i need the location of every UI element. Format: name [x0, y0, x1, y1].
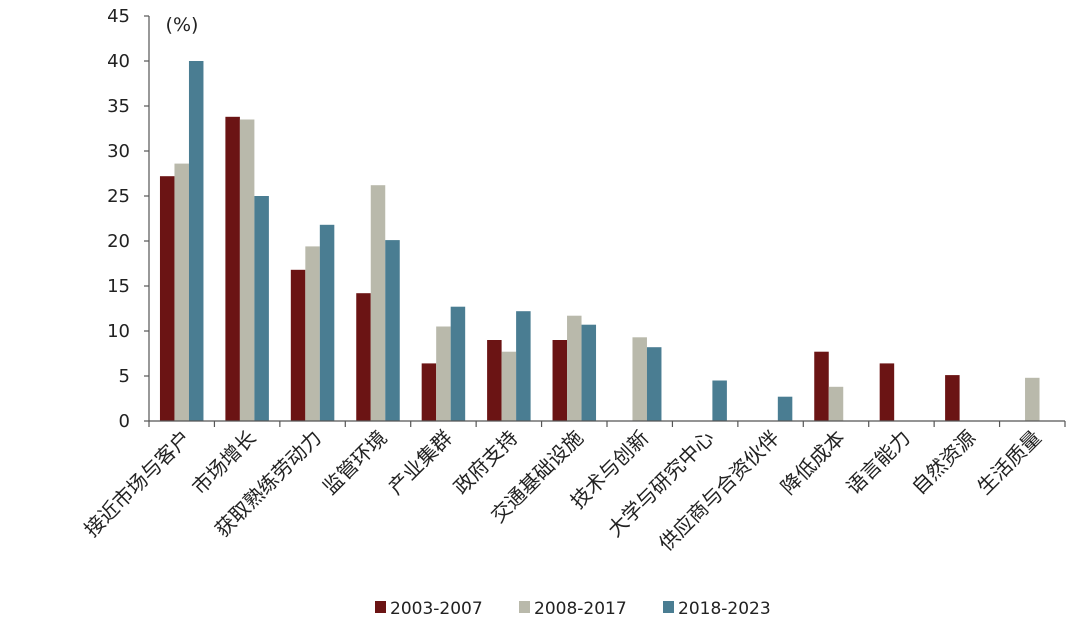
legend-label: 2008-2017: [534, 599, 627, 619]
legend-label: 2003-2007: [390, 599, 483, 619]
y-tick-label: 5: [119, 366, 130, 387]
y-unit-label: (%): [166, 14, 199, 36]
x-axis-ticks: [148, 421, 1066, 427]
bar-2008-2017-5: [436, 326, 451, 421]
bar-2018-2023-5: [450, 306, 466, 421]
bar-2003-2007-4: [356, 293, 371, 421]
legend-swatch-2008-2017: [519, 601, 530, 613]
bar-marks: [159, 61, 1040, 422]
bar-2008-2017-3: [305, 246, 320, 421]
y-tick-label: 10: [107, 321, 130, 342]
category-label: 自然资源: [907, 426, 981, 500]
bar-2018-2023-3: [319, 224, 335, 421]
legend-label: 2018-2023: [678, 599, 771, 619]
category-label: 接近市场与客户: [79, 426, 195, 542]
bar-2008-2017-8: [632, 337, 647, 421]
bar-2008-2017-11: [828, 386, 844, 421]
category-label: 生活质量: [972, 426, 1046, 500]
y-tick-label: 0: [119, 411, 130, 432]
bar-2018-2023-2: [254, 196, 269, 421]
bar-2003-2007-1: [159, 176, 175, 421]
y-tick-label: 25: [107, 186, 130, 207]
bar-2008-2017-1: [174, 163, 189, 421]
category-label: 监管环境: [318, 426, 392, 500]
bar-2018-2023-7: [581, 324, 597, 421]
bar-2018-2023-1: [188, 61, 204, 421]
y-tick-label: 30: [107, 141, 130, 162]
legend-swatch-2003-2007: [375, 601, 386, 613]
bar-2008-2017-7: [567, 315, 582, 421]
bar-2018-2023-8: [646, 347, 662, 421]
x-axis-category-labels: 接近市场与客户市场增长获取熟练劳动力监管环境产业集群政府支持交通基础设施技术与创…: [79, 426, 1046, 556]
bar-2003-2007-7: [552, 340, 568, 421]
bar-2018-2023-6: [516, 311, 531, 421]
y-tick-label: 20: [107, 231, 130, 252]
y-tick-label: 35: [107, 96, 130, 117]
bar-2018-2023-4: [385, 240, 400, 421]
bar-2003-2007-3: [290, 269, 306, 421]
y-tick-label: 45: [107, 6, 130, 27]
bar-2008-2017-4: [370, 185, 386, 421]
legend-swatch-2018-2023: [663, 601, 674, 613]
bar-2008-2017-14: [1025, 377, 1040, 421]
bar-2003-2007-13: [945, 375, 960, 421]
y-tick-label: 40: [107, 51, 130, 72]
bar-2008-2017-6: [501, 351, 517, 421]
category-label: 产业集群: [383, 426, 457, 500]
bar-2003-2007-12: [879, 363, 895, 421]
y-tick-label: 15: [107, 276, 130, 297]
bar-2018-2023-10: [777, 396, 793, 421]
bar-2003-2007-2: [225, 116, 240, 422]
bar-2003-2007-11: [814, 351, 829, 421]
y-axis-ticks: 0 5 10 15 20 25 30 35 40 45: [107, 6, 149, 432]
category-label: 语言能力: [841, 426, 915, 500]
category-label: 供应商与合资伙伴: [654, 426, 784, 556]
bar-2003-2007-6: [487, 340, 502, 421]
bar-2018-2023-9: [712, 380, 727, 421]
legend: 2003-2007 2008-2017 2018-2023: [375, 599, 771, 619]
category-label: 降低成本: [776, 426, 850, 500]
bar-2008-2017-2: [239, 119, 255, 421]
bar-2003-2007-5: [421, 363, 437, 421]
